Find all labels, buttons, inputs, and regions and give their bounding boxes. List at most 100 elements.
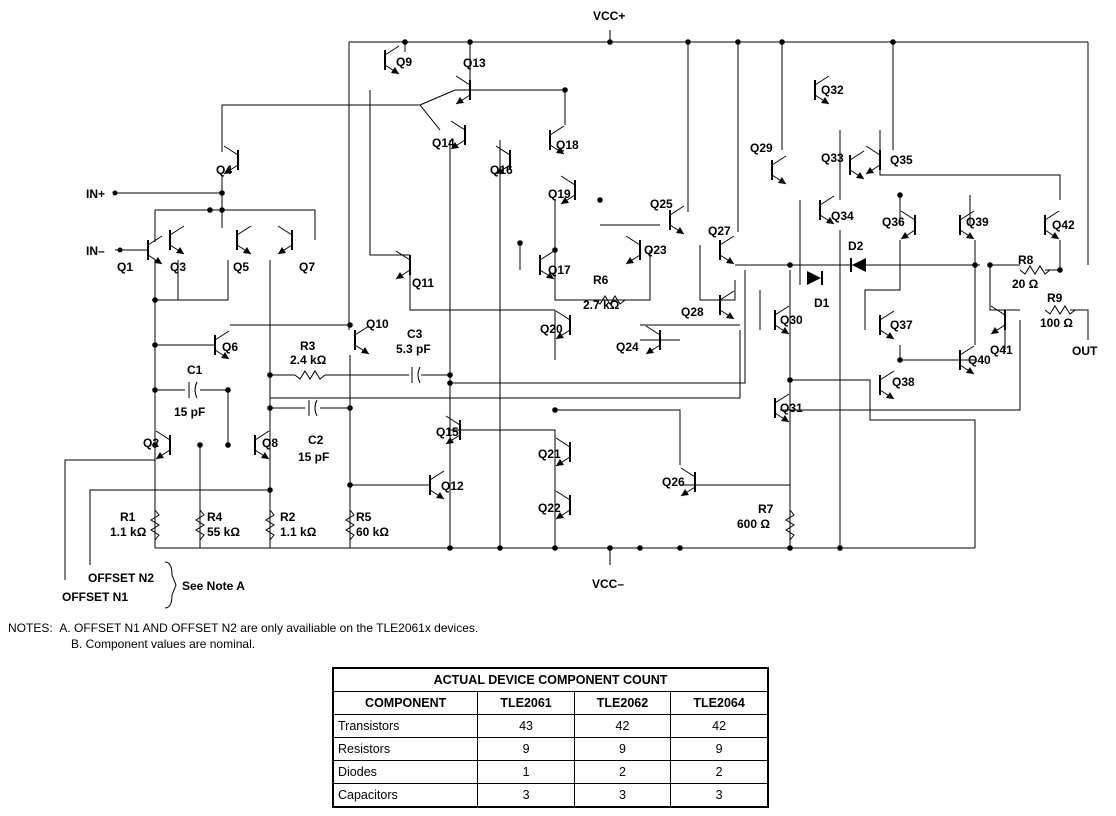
wire xyxy=(89,489,270,565)
offset-n2-label: OFFSET N2 xyxy=(88,571,154,585)
transistor-collector xyxy=(900,210,916,221)
emitter-arrow-icon xyxy=(436,492,444,499)
resistor-value: 600 Ω xyxy=(737,517,770,531)
transistor-label-q8: Q8 xyxy=(262,436,278,450)
emitter-arrow-icon xyxy=(556,332,564,339)
transistor-label-q29: Q29 xyxy=(750,141,773,155)
transistor-q5 xyxy=(236,225,252,255)
emitter-arrow-icon xyxy=(866,167,874,174)
transistor-q9 xyxy=(384,45,400,75)
table-row: Resistors 9 9 9 xyxy=(332,737,769,761)
transistor-collector xyxy=(959,210,975,221)
junction-dot xyxy=(1057,267,1063,273)
cell: Resistors xyxy=(332,737,479,761)
resistor-value: 2.7 kΩ xyxy=(583,298,620,312)
emitter-arrow-icon xyxy=(556,147,564,154)
transistor-label-q16: Q16 xyxy=(490,163,513,177)
transistor-label-q18: Q18 xyxy=(556,138,579,152)
cell: 2 xyxy=(573,760,672,784)
emitter-arrow-icon xyxy=(821,97,829,104)
emitter-arrow-icon xyxy=(966,367,974,374)
transistor-label-q10: Q10 xyxy=(366,317,389,331)
junction-dot xyxy=(152,387,158,393)
wire xyxy=(1070,309,1089,340)
transistor-q32 xyxy=(814,75,830,105)
in-minus-label: IN– xyxy=(86,244,105,258)
transistor-q7 xyxy=(277,225,293,255)
transistor-collector xyxy=(549,125,565,136)
junction-dot xyxy=(897,357,903,363)
resistor-r4 xyxy=(195,509,205,541)
transistor-label-q23: Q23 xyxy=(644,243,667,257)
transistor-collector xyxy=(169,225,185,236)
wire xyxy=(555,409,681,465)
offset-n1-label: OFFSET N1 xyxy=(62,590,128,604)
transistor-label-q2: Q2 xyxy=(143,436,159,450)
emitter-arrow-icon xyxy=(556,459,564,466)
out-label: OUT xyxy=(1072,344,1098,358)
capacitor-plate xyxy=(314,399,318,417)
transistor-collector xyxy=(539,250,555,261)
transistor-label-q3: Q3 xyxy=(170,260,186,274)
transistor-label-q5: Q5 xyxy=(233,260,249,274)
resistor-value: 1.1 kΩ xyxy=(280,525,317,539)
emitter-arrow-icon xyxy=(856,172,864,179)
transistor-collector xyxy=(879,370,895,381)
wire xyxy=(864,240,901,330)
transistor-q12 xyxy=(429,470,445,500)
transistor-label-q42: Q42 xyxy=(1052,218,1075,232)
junction-dot xyxy=(637,545,643,551)
junction-dot xyxy=(787,262,793,268)
emitter-arrow-icon xyxy=(154,257,162,264)
transistor-collector xyxy=(879,310,895,321)
note-b: B. Component values are nominal. xyxy=(71,637,256,651)
junction-dot xyxy=(219,207,225,213)
emitter-arrow-icon xyxy=(391,67,399,74)
resistor-value: 55 kΩ xyxy=(207,525,240,539)
emitter-arrow-icon xyxy=(456,97,464,104)
transistor-q18 xyxy=(549,125,565,155)
transistor-collector xyxy=(560,175,576,186)
transistor-q16 xyxy=(495,145,511,175)
resistor-label: R7 xyxy=(758,502,774,516)
transistor-label-q9: Q9 xyxy=(396,55,412,69)
cell: Diodes xyxy=(332,760,479,784)
transistor-collector xyxy=(990,305,1006,316)
wire xyxy=(419,89,566,125)
junction-dot xyxy=(677,545,683,551)
transistor-label-q32: Q32 xyxy=(821,83,844,97)
junction-dot xyxy=(197,442,203,448)
transistor-label-q4: Q4 xyxy=(216,163,232,177)
transistor-collector xyxy=(819,195,835,206)
transistor-label-q7: Q7 xyxy=(299,260,315,274)
emitter-arrow-icon xyxy=(966,232,974,239)
transistor-collector xyxy=(959,345,975,356)
in-plus-label: IN+ xyxy=(86,187,105,201)
transistor-q23 xyxy=(625,235,641,265)
resistor-r6 xyxy=(594,295,626,305)
table-title: ACTUAL DEVICE COMPONENT COUNT xyxy=(332,667,769,692)
transistor-label-q36: Q36 xyxy=(882,215,905,229)
resistor-label: R6 xyxy=(593,273,609,287)
junction-dot xyxy=(447,372,453,378)
transistor-label-q25: Q25 xyxy=(650,197,673,211)
emitter-arrow-icon xyxy=(676,227,684,234)
diode-label: D1 xyxy=(814,296,830,310)
transistor-q38 xyxy=(879,370,895,400)
junction-dot xyxy=(347,405,353,411)
wire xyxy=(222,104,441,131)
emitter-arrow-icon xyxy=(278,247,286,254)
transistor-q24 xyxy=(645,325,661,355)
junction-dot xyxy=(152,442,158,448)
transistor-q39 xyxy=(959,210,975,240)
diode-d2 xyxy=(852,258,866,272)
transistor-collector xyxy=(450,120,466,131)
junction-dot xyxy=(552,545,558,551)
transistor-label-q17: Q17 xyxy=(548,263,571,277)
transistor-label-q19: Q19 xyxy=(548,187,571,201)
junction-dot xyxy=(787,545,793,551)
cell: 43 xyxy=(477,714,575,738)
schematic: Q1 Q2 Q3 Q4 Q5 Q6 Q7 Q8 Q9 Q10 Q11 Q12 Q13 Q14 Q15 Q16 Q… xyxy=(62,9,1098,609)
emitter-arrow-icon xyxy=(396,272,404,279)
transistor-q10 xyxy=(354,325,370,355)
